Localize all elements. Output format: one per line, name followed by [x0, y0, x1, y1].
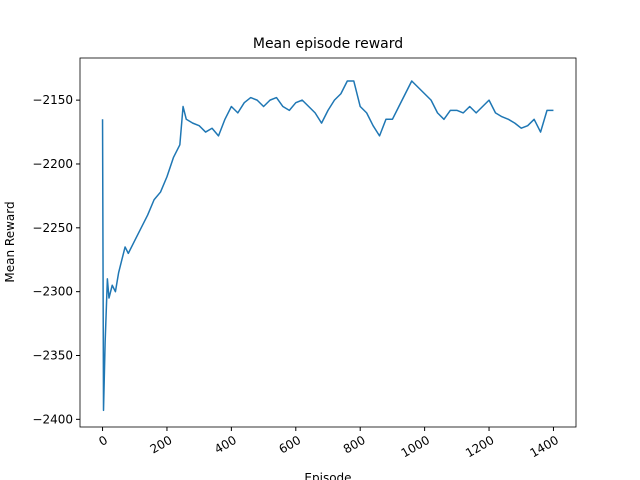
- x-tick-label: 400: [212, 433, 239, 457]
- plot-frame: [79, 57, 577, 428]
- y-axis-label: Mean Reward: [3, 201, 17, 282]
- y-tick-label: −2250: [32, 221, 73, 235]
- chart-title: Mean episode reward: [253, 36, 403, 52]
- y-tick-label: −2400: [32, 412, 73, 426]
- x-tick-label: 1000: [399, 433, 432, 460]
- x-tick-label: 0: [96, 433, 110, 449]
- y-tick-label: −2150: [32, 93, 73, 107]
- x-tick-label: 1200: [463, 433, 496, 460]
- y-tick-label: −2200: [32, 157, 73, 171]
- x-tick-label: 1400: [528, 433, 561, 460]
- y-tick-label: −2300: [32, 285, 73, 299]
- y-tick-label: −2350: [32, 348, 73, 362]
- x-tick-label: 600: [276, 433, 303, 457]
- line: [101, 80, 554, 412]
- x-tick-label: 800: [341, 433, 368, 457]
- x-tick-label: 200: [148, 433, 175, 457]
- x-axis-label: Episode: [304, 471, 351, 480]
